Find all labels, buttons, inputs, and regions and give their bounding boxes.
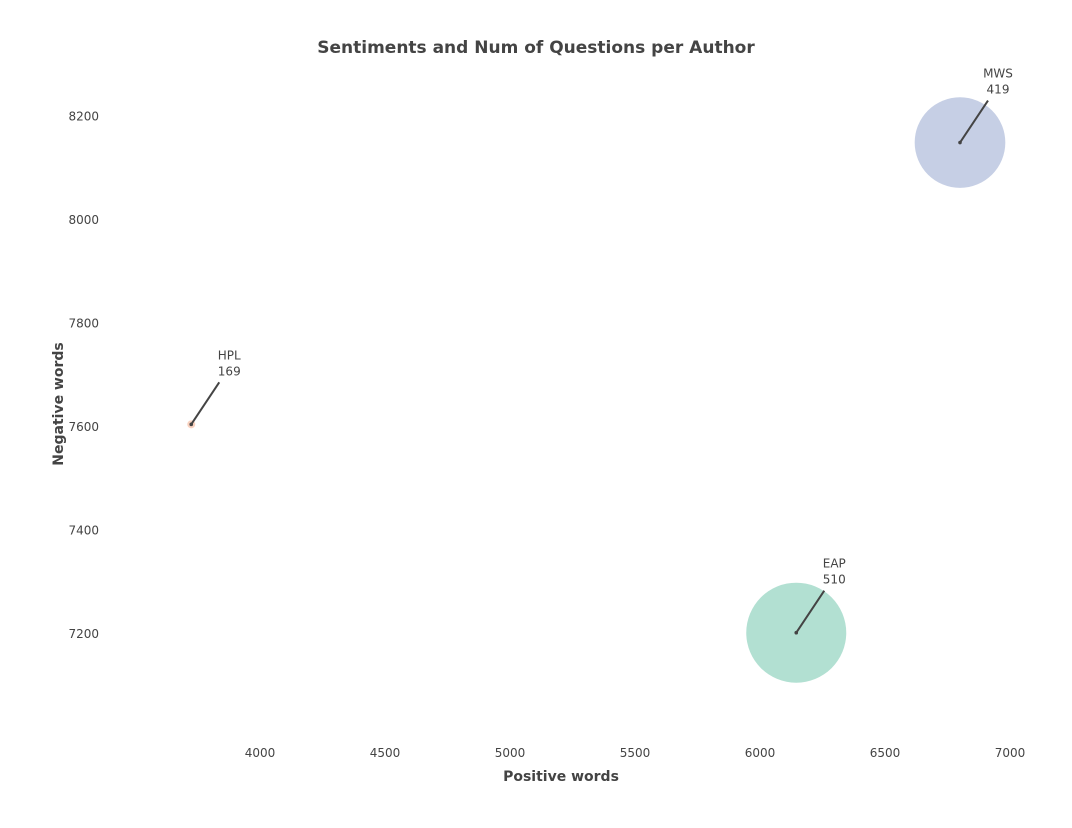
annotation-arrowhead <box>958 140 962 145</box>
x-tick-label: 4000 <box>245 746 276 760</box>
annotation-arrow <box>959 100 989 144</box>
chart-title: Sentiments and Num of Questions per Auth… <box>317 38 755 58</box>
annotation-count-label: 169 <box>218 364 241 378</box>
annotation-arrowhead <box>189 422 194 427</box>
y-tick-label: 8200 <box>68 110 99 124</box>
x-tick-label: 5000 <box>495 746 526 760</box>
annotation-author-label: EAP <box>823 557 846 571</box>
annotation-arrow <box>190 381 221 425</box>
x-tick-label: 5500 <box>620 746 651 760</box>
y-axis-title: Negative words <box>51 342 67 465</box>
x-axis-ticks: 4000 4500 5000 5500 6000 6500 7000 <box>245 746 1026 760</box>
x-tick-label: 6500 <box>870 746 901 760</box>
y-tick-label: 7400 <box>68 523 99 537</box>
annotation-arrow <box>795 590 826 634</box>
x-axis-title: Positive words <box>503 769 619 785</box>
y-tick-label: 8000 <box>68 213 99 227</box>
x-tick-label: 4500 <box>370 746 401 760</box>
annotation-layer: HPL 169 EAP 510 MWS 419 <box>189 67 1013 635</box>
bubble-layer <box>187 97 1006 683</box>
y-axis-ticks: 7200 7400 7600 7800 8000 8200 <box>68 110 99 641</box>
annotation-author-label: HPL <box>218 348 241 362</box>
annotation-count-label: 419 <box>987 83 1010 97</box>
x-tick-label: 6000 <box>745 746 776 760</box>
y-tick-label: 7800 <box>68 317 99 331</box>
x-tick-label: 7000 <box>995 746 1026 760</box>
y-tick-label: 7200 <box>68 627 99 641</box>
annotation-count-label: 510 <box>823 573 846 587</box>
y-tick-label: 7600 <box>68 420 99 434</box>
annotation-author-label: MWS <box>983 67 1013 81</box>
annotation-arrowhead <box>794 630 799 635</box>
